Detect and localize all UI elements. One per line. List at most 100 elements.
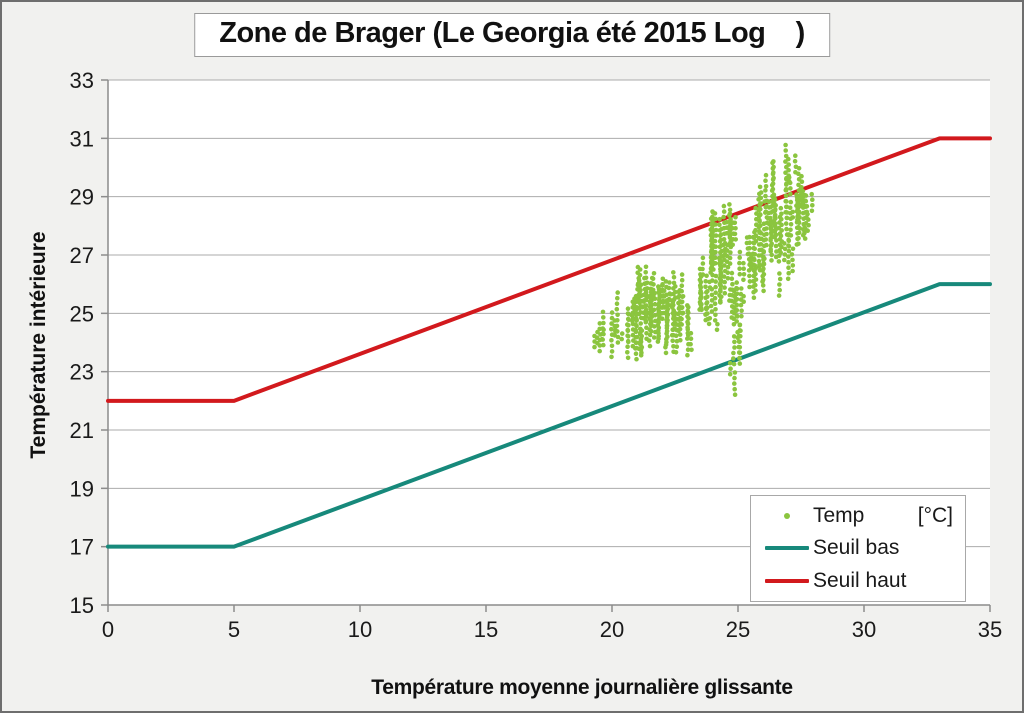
y-tick-label-27: 27 (70, 243, 94, 268)
temp-point (656, 331, 661, 336)
temp-point (744, 235, 750, 240)
temp-point (735, 329, 740, 335)
temp-point (651, 335, 657, 340)
temp-point (790, 209, 795, 215)
seuil-bas-line (106, 282, 992, 549)
temp-point (609, 321, 614, 326)
temp-point (638, 326, 643, 332)
temp-point (663, 350, 669, 356)
temp-point (733, 292, 739, 297)
temp-point (601, 327, 606, 333)
temp-point (804, 204, 810, 209)
temp-point (643, 270, 648, 275)
temp-point (761, 266, 766, 272)
temp-point (786, 162, 791, 167)
temp-point (592, 339, 597, 344)
temp-point (638, 332, 643, 337)
temp-point (600, 337, 605, 342)
temp-point (730, 237, 736, 242)
temp-point (763, 188, 768, 193)
temp-point (706, 321, 712, 327)
temp-point (744, 240, 750, 246)
temp-point (722, 290, 728, 296)
temp-point (725, 248, 730, 253)
temp-point (727, 202, 732, 207)
y-tick-label-25: 25 (70, 301, 94, 326)
temp-point (778, 233, 784, 239)
temp-point (625, 306, 631, 312)
temp-point (761, 272, 767, 277)
temp-point (643, 275, 649, 281)
temp-point (615, 318, 620, 323)
temp-point (732, 339, 737, 345)
temp-point (730, 242, 735, 248)
temp-point (673, 350, 679, 355)
temp-point (710, 278, 715, 283)
temp-point (648, 329, 654, 334)
temp-point (725, 264, 731, 270)
temp-point (722, 279, 727, 285)
temp-point (711, 267, 716, 272)
temp-point (718, 250, 723, 255)
y-tick-label-33: 33 (70, 68, 94, 93)
temp-point (783, 221, 789, 226)
temp-point (699, 301, 704, 307)
temp-point (656, 306, 661, 312)
temp-point (709, 236, 715, 242)
temp-point (660, 282, 665, 287)
temp-point (713, 227, 719, 233)
temp-point (679, 305, 685, 311)
temp-point (788, 191, 793, 197)
temp-point (789, 252, 795, 257)
temp-point (685, 314, 690, 319)
temp-point (718, 263, 723, 269)
temp-point (727, 360, 733, 366)
temp-point (752, 252, 758, 257)
temp-point (638, 310, 643, 315)
temp-point (799, 196, 805, 201)
temp-point (707, 285, 713, 290)
temp-point (730, 220, 736, 225)
temp-point (635, 282, 641, 288)
temp-point (773, 243, 779, 249)
temp-point (677, 332, 683, 337)
temp-point (643, 303, 648, 308)
temp-point (688, 336, 694, 342)
temp-point (717, 216, 722, 222)
temp-point (779, 211, 784, 217)
temp-point (757, 217, 762, 223)
temp-point (647, 332, 653, 338)
temp-point (737, 345, 743, 350)
temp-point (601, 315, 606, 320)
temp-point (725, 276, 731, 281)
temp-point (714, 327, 720, 333)
temp-point (731, 322, 737, 327)
temp-point (732, 392, 738, 398)
temp-point (758, 223, 763, 229)
temp-point (718, 289, 723, 294)
temp-point (710, 220, 715, 225)
temp-point (773, 216, 778, 221)
temp-point (803, 193, 809, 198)
temp-point (800, 233, 806, 238)
temp-point (636, 292, 641, 298)
temp-point (784, 226, 789, 232)
x-tick-label-0: 0 (102, 617, 114, 642)
temp-point (786, 238, 792, 243)
temp-point (737, 249, 743, 255)
temp-point (772, 197, 778, 203)
temp-point (679, 300, 684, 305)
temp-point (741, 293, 746, 299)
temp-point (777, 276, 783, 282)
temp-point (657, 295, 662, 301)
temp-point (741, 272, 747, 277)
temp-point (625, 338, 631, 344)
temp-point (656, 336, 661, 342)
temp-point (732, 386, 737, 392)
legend-item-seuil-haut: Seuil haut (761, 565, 959, 597)
temp-point (747, 284, 752, 290)
temp-point (634, 356, 639, 362)
temp-point (770, 181, 776, 186)
temp-point (615, 290, 620, 295)
